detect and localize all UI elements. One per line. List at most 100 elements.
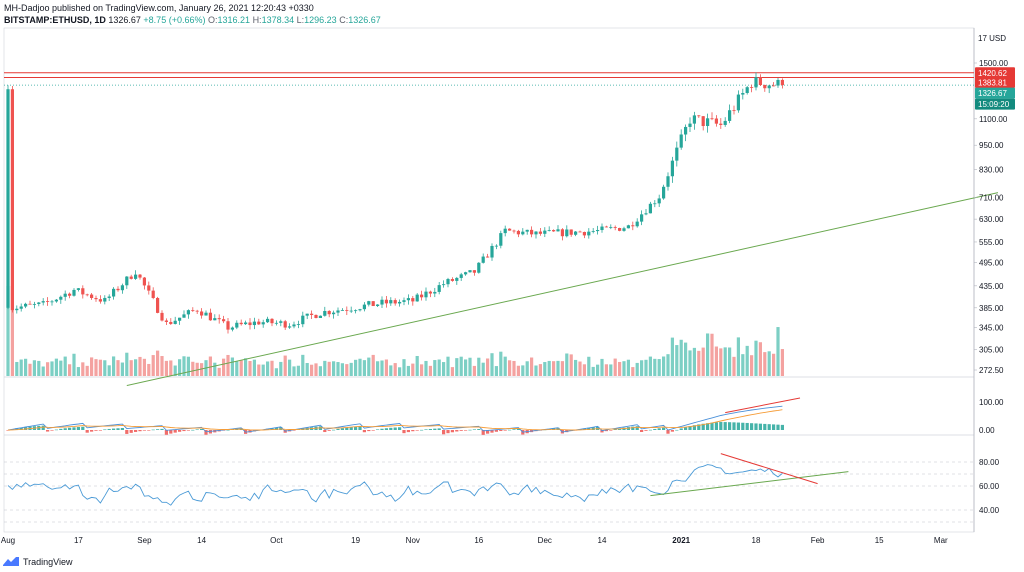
macd-histogram-bar <box>635 426 639 430</box>
countdown-tag-bg <box>975 98 1015 110</box>
macd-histogram-bar <box>679 428 683 430</box>
macd-histogram-bar <box>138 430 142 432</box>
candle-body <box>662 186 666 199</box>
last-price-tag-bg <box>975 87 1015 99</box>
candle-body <box>120 285 124 291</box>
x-tick-label: 2021 <box>672 536 690 545</box>
volume-bar <box>28 363 32 376</box>
macd-histogram-bar <box>692 425 696 430</box>
candle-body <box>186 310 190 315</box>
candle-body <box>684 126 688 135</box>
volume-bar <box>340 363 344 376</box>
candle-body <box>433 291 437 294</box>
volume-bar <box>160 356 164 376</box>
macd-histogram-bar <box>226 429 230 431</box>
volume-bar <box>384 359 388 376</box>
volume-bar <box>90 357 94 376</box>
candle-body <box>587 231 591 236</box>
trendlines <box>4 72 999 386</box>
volume-bar <box>244 358 248 376</box>
macd-histogram-bar <box>380 428 384 430</box>
candle-body <box>772 85 776 87</box>
macd-histogram-bar <box>736 422 740 430</box>
volume-bar <box>653 358 657 376</box>
candle-body <box>574 231 578 235</box>
candle-body <box>230 327 234 330</box>
candle-body <box>63 293 67 297</box>
x-tick-label: 14 <box>598 536 607 545</box>
volume-bar <box>217 367 221 376</box>
low-value: 1296.23 <box>304 15 337 25</box>
volume-bar <box>644 359 648 376</box>
open-value: 1316.21 <box>217 15 251 25</box>
macd-histogram-bar <box>107 428 111 430</box>
macd-histogram-bar <box>50 430 54 431</box>
candle-body <box>160 312 164 321</box>
volume-bar <box>609 364 613 376</box>
macd-histogram-bar <box>85 430 89 433</box>
macd-histogram-bar <box>455 430 459 432</box>
candle-body <box>525 229 529 232</box>
candle-body <box>393 300 397 304</box>
rsi-pane <box>4 453 974 523</box>
volume-bar <box>714 346 718 376</box>
candle-body <box>24 303 28 307</box>
candle-body <box>28 303 32 305</box>
candle-body <box>252 321 256 326</box>
candle-body <box>490 245 494 258</box>
volume-bar <box>538 364 542 376</box>
volume-bar <box>296 365 300 376</box>
volume-bar <box>68 364 72 376</box>
volume-bar <box>314 363 318 376</box>
candle-body <box>46 301 50 302</box>
candle-body <box>283 321 287 328</box>
candle-body <box>512 230 516 232</box>
candle-body <box>688 123 692 127</box>
volume-bar <box>310 364 314 376</box>
candle-body <box>178 317 182 321</box>
volume-bar <box>107 365 111 376</box>
candle-body <box>710 118 714 120</box>
volume-bar <box>516 365 520 376</box>
macd-histogram-bar <box>371 430 375 431</box>
volume-bar <box>332 361 336 376</box>
volume-bar <box>582 364 586 376</box>
volume-bar <box>701 347 705 376</box>
y-tick-label: 435.00 <box>979 282 1004 291</box>
candle-body <box>600 226 604 231</box>
volume-bar <box>358 358 362 376</box>
macd-histogram-bar <box>94 430 98 431</box>
candle-body <box>604 226 608 228</box>
candle-body <box>54 299 58 302</box>
candle-body <box>318 315 322 318</box>
volume-bar <box>459 356 463 376</box>
macd-histogram-bar <box>468 429 472 431</box>
volume-bar <box>534 365 538 376</box>
candle-body <box>653 203 657 205</box>
resistance-price-tag: 1420.62 <box>978 69 1007 78</box>
candle-body <box>516 230 520 235</box>
volume-bar <box>530 357 534 376</box>
candle-body <box>468 270 472 273</box>
volume-bar <box>151 355 155 376</box>
candle-body <box>631 225 635 227</box>
last-price-tag: 1326.67 <box>978 89 1007 98</box>
candle-body <box>274 322 278 324</box>
macd-histogram-bar <box>706 423 710 430</box>
volume-bar <box>63 356 67 376</box>
volume-bar <box>239 360 243 376</box>
volume-bar <box>186 356 190 376</box>
x-tick-label: Dec <box>538 536 552 545</box>
volume-bar <box>543 362 547 376</box>
candle-body <box>270 318 274 324</box>
candle-body <box>582 231 586 236</box>
y-tick-label: 830.00 <box>979 166 1004 175</box>
symbol-name[interactable]: BITSTAMP:ETHUSD, 1D <box>4 15 106 25</box>
macd-histogram-bar <box>129 430 133 433</box>
axis-unit-label: 17 USD <box>978 34 1006 43</box>
x-tick-label: Sep <box>137 536 152 545</box>
candle-body <box>494 245 498 247</box>
macd-histogram-bar <box>24 427 28 430</box>
candle-body <box>384 299 388 304</box>
